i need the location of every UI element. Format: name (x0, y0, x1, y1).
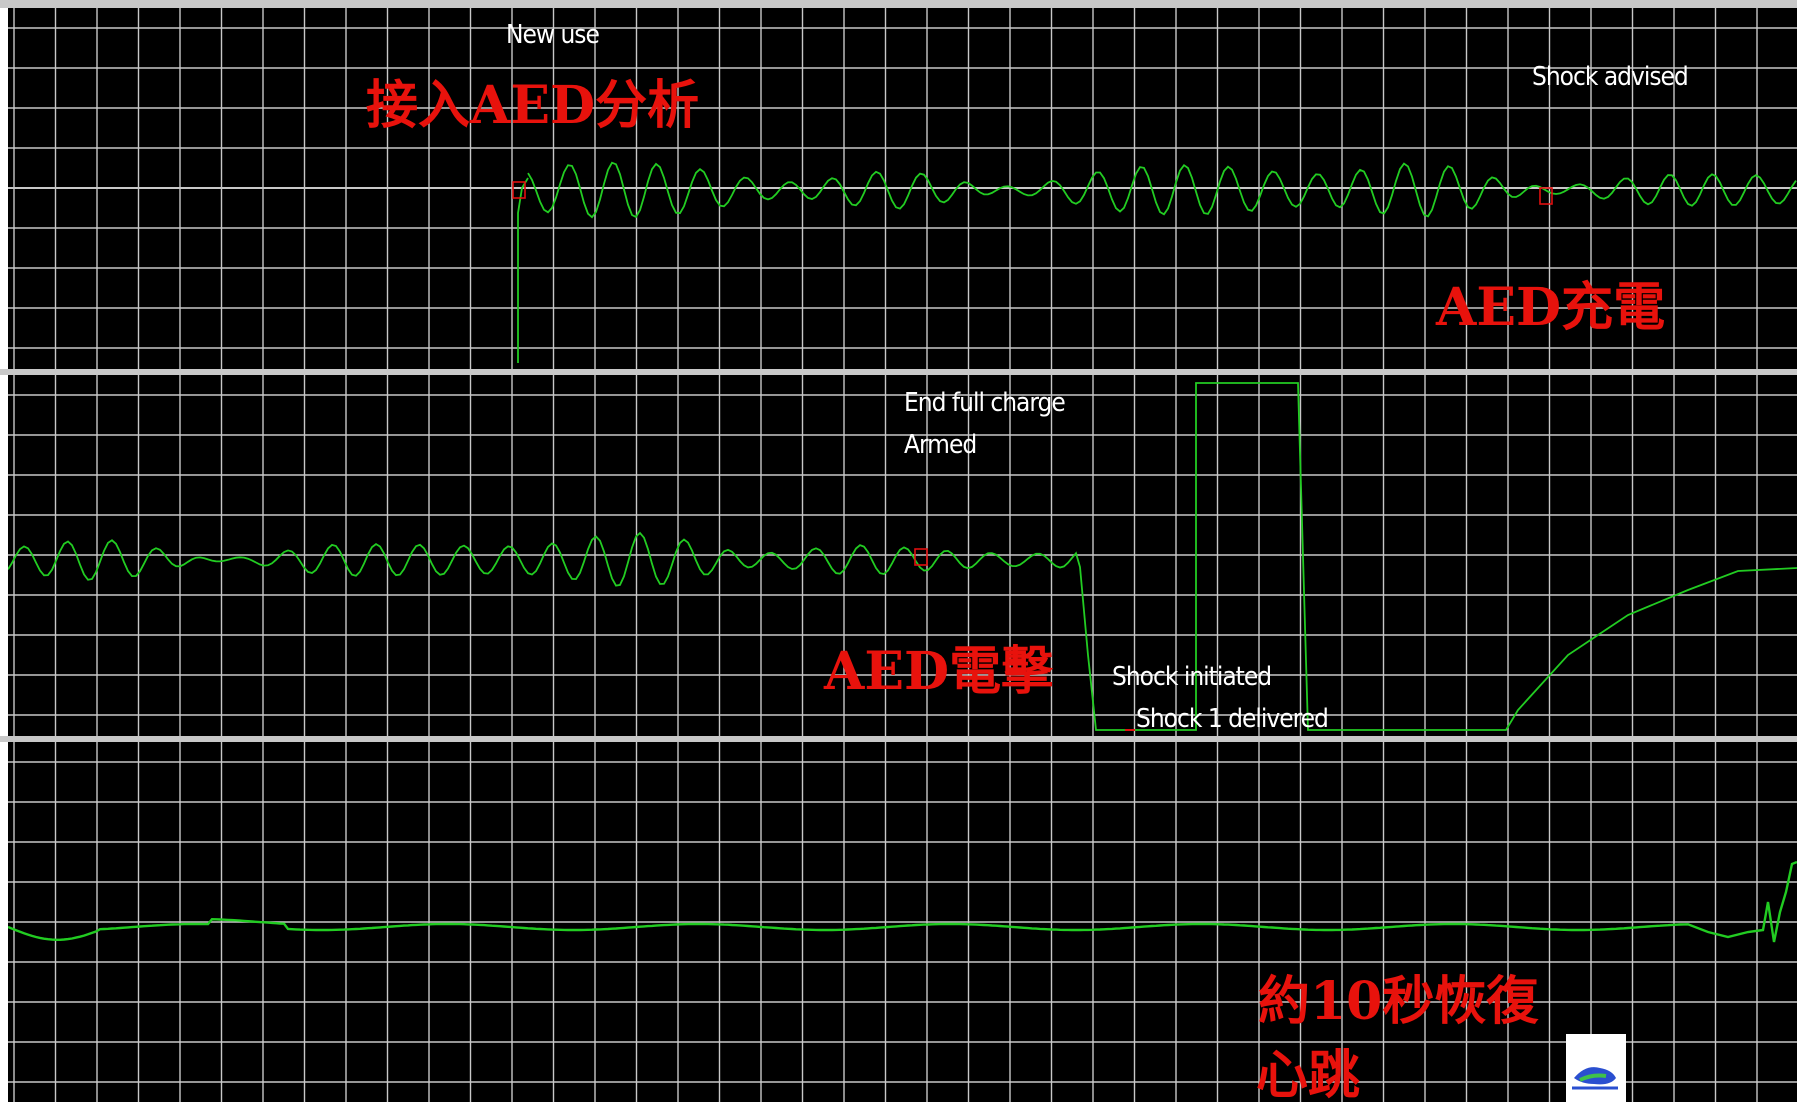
ecg-strip-2-canvas (8, 375, 1797, 736)
strip-divider-2 (0, 736, 1797, 742)
annotation-connect-aed-analyze: 接入AED分析 (366, 75, 700, 136)
shock-advised-label: Shock advised (1532, 62, 1689, 92)
top-border (0, 0, 1797, 8)
new-use-label: New use (506, 20, 600, 50)
strip-divider-1 (0, 369, 1797, 375)
annotation-aed-charging: AED充電 (1436, 277, 1666, 338)
ecg-strip-2 (8, 375, 1797, 736)
trace-2-ecg-and-shock (8, 382, 1797, 731)
annotation-aed-shock: AED電擊 (824, 641, 1054, 702)
shock-initiated-label: Shock initiated (1112, 662, 1272, 692)
ecg-strip-1-canvas (8, 8, 1797, 369)
trace-1-onset (517, 177, 529, 363)
event-marker-new-use (512, 181, 526, 199)
armed-label: Armed (904, 430, 977, 460)
grid (8, 375, 1797, 736)
end-full-charge-label: End full charge (904, 388, 1066, 418)
ecg-strip-3 (8, 742, 1797, 1102)
grid (8, 8, 1797, 369)
ecg-strip-3-canvas (8, 742, 1797, 1102)
logo-icon (1566, 1034, 1626, 1102)
shock-delivered-label: Shock 1 delivered (1136, 704, 1329, 734)
annotation-recovery-line1: 約10秒恢復 (1258, 971, 1539, 1032)
event-marker-shock-advised (1539, 187, 1553, 205)
annotation-recovery-line2: 心跳 (1256, 1045, 1361, 1106)
event-marker-armed (914, 548, 928, 566)
trace-3-recovery (8, 860, 1797, 943)
trace-1-fibrillation (527, 161, 1797, 219)
grid (8, 742, 1797, 1102)
ecg-strip-1 (8, 8, 1797, 369)
